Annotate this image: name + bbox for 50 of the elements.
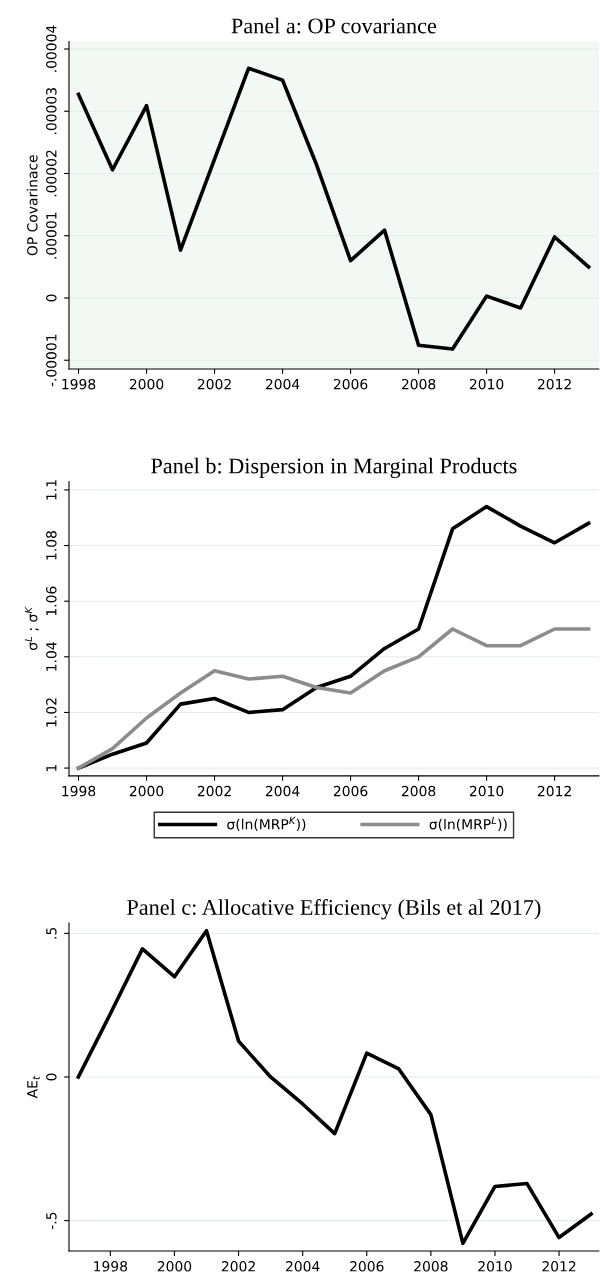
x-tick-label: 2002 — [221, 1261, 255, 1272]
y-tick-label: .00002 — [46, 150, 57, 197]
legend-label: σ(ln(MRP$^{K}$)) — [227, 816, 306, 832]
x-tick-label: 2008 — [414, 1261, 448, 1272]
x-tick-label: 1998 — [62, 378, 96, 390]
y-tick-label: .00001 — [46, 212, 57, 259]
x-tick-label: 2002 — [197, 785, 231, 797]
x-tick-label: 2012 — [542, 1261, 576, 1272]
x-tick-label: 2008 — [401, 785, 436, 797]
chart-title: Panel a: OP covariance — [231, 17, 437, 34]
line-series — [76, 66, 591, 351]
y-tick-label: -.00001 — [46, 334, 57, 387]
y-axis-title: OP Covarinace — [26, 155, 38, 256]
x-tick-label: 2002 — [197, 378, 231, 390]
chart-title: Panel b: Dispersion in Marginal Products — [151, 457, 517, 479]
y-tick-label: 1.06 — [46, 586, 57, 616]
x-tick-label: 2010 — [469, 785, 504, 797]
line-series — [76, 627, 591, 770]
x-tick-label: 2006 — [333, 378, 368, 390]
x-tick-label: 2000 — [129, 785, 164, 797]
x-tick-label: 1998 — [62, 785, 96, 797]
y-tick-label: 1 — [46, 764, 57, 771]
x-tick-label: 2000 — [129, 378, 164, 390]
y-tick-label: .00004 — [46, 25, 57, 72]
y-tick-label: 0 — [46, 294, 57, 302]
line-series — [76, 928, 593, 1246]
chart-title: Panel c: Allocative Efficiency (Bils et al 2017) — [127, 899, 541, 920]
y-axis-title: AE$_{t}$ — [27, 1075, 40, 1099]
x-tick-label: 2010 — [469, 378, 504, 390]
x-tick-label: 2006 — [350, 1261, 384, 1272]
y-tick-label: 0 — [46, 1073, 57, 1081]
legend-label: σ(ln(MRP$^{L}$)) — [429, 816, 507, 832]
x-tick-label: 2012 — [537, 378, 571, 390]
x-tick-label: 2000 — [157, 1261, 192, 1272]
y-tick-label: .5 — [46, 927, 57, 939]
y-tick-label: 1.02 — [46, 698, 57, 727]
x-tick-label: 1998 — [94, 1261, 128, 1272]
y-tick-label: 1.04 — [46, 642, 57, 671]
y-tick-label: 1.08 — [46, 531, 57, 560]
x-tick-label: 2012 — [537, 785, 571, 797]
x-tick-label: 2004 — [285, 1261, 320, 1272]
y-axis-title: σ$^{L}$ ; σ$^{K}$ — [24, 606, 39, 650]
x-tick-label: 2006 — [333, 785, 368, 797]
x-tick-label: 2010 — [478, 1261, 512, 1272]
x-tick-label: 2004 — [265, 378, 300, 390]
y-tick-label: 1.1 — [46, 480, 57, 500]
y-tick-label: .00003 — [46, 88, 57, 135]
x-tick-label: 2008 — [401, 378, 436, 390]
y-tick-label: -.5 — [46, 1212, 57, 1230]
x-tick-label: 2004 — [265, 785, 300, 797]
